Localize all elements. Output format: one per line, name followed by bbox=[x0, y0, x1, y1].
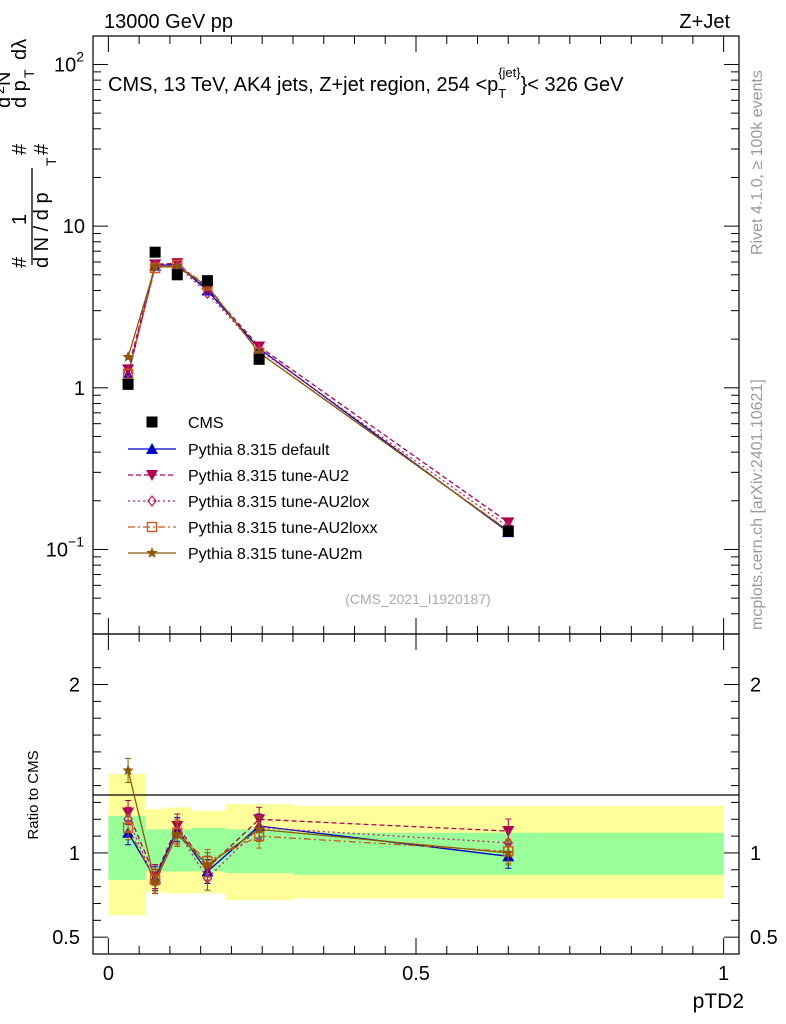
main-y-tick-label-1: 1 bbox=[74, 378, 85, 400]
svg-text:#: # bbox=[9, 256, 31, 268]
main-title: CMS, 13 TeV, AK4 jets, Z+jet region, 254… bbox=[108, 65, 624, 101]
legend-label-4: Pythia 8.315 tune-AU2m bbox=[188, 546, 362, 563]
main-curves bbox=[127, 262, 509, 533]
y-axis-label-main: # 1 d N / d p T # # d p T dλ d 2 N bbox=[0, 39, 59, 268]
series-1-point-5 bbox=[502, 517, 515, 529]
main-y-tick-label-100: 102 bbox=[54, 48, 84, 76]
data-point-4 bbox=[253, 353, 265, 365]
main-markers bbox=[122, 246, 515, 538]
series-4-point-2 bbox=[171, 260, 183, 272]
main-ticks: 10−1 1 10 102 bbox=[46, 36, 739, 635]
x-tick-label-0: 0 bbox=[103, 963, 114, 985]
title-tail: }< 326 GeV bbox=[521, 74, 625, 96]
ratio-y-tick-label-left-0: 0.5 bbox=[52, 927, 80, 949]
ratio-point-4-3 bbox=[201, 858, 214, 870]
ratio-point-3-0 bbox=[122, 822, 134, 833]
data-point-5 bbox=[502, 525, 514, 537]
ratio-y-tick-label-left-1: 1 bbox=[69, 843, 80, 865]
x-axis-label: pTD2 bbox=[693, 990, 744, 1013]
ratio-frame bbox=[92, 633, 740, 955]
title-sup: {jet} bbox=[498, 65, 521, 80]
ratio-point-4-1 bbox=[149, 875, 161, 887]
ratio-ticks: 0.5 0.5 1 1 2 2 0 0.5 1 bbox=[52, 634, 778, 985]
ratio-point-4-0 bbox=[122, 764, 134, 776]
x-tick-label-2: 1 bbox=[718, 963, 729, 985]
series-4-point-1 bbox=[149, 260, 161, 272]
ratio-band-inner-0 bbox=[108, 815, 146, 880]
svg-text:d p: d p bbox=[9, 80, 31, 108]
header-right: Z+Jet bbox=[679, 11, 730, 33]
ratio-curves bbox=[122, 757, 515, 895]
legend-label-3: Pythia 8.315 tune-AU2loxx bbox=[188, 520, 377, 537]
svg-text:T: T bbox=[43, 157, 59, 166]
title-main: CMS, 13 TeV, AK4 jets, Z+jet region, 254… bbox=[108, 74, 498, 96]
data-point-0 bbox=[122, 378, 134, 390]
ratio-point-4-4 bbox=[253, 823, 265, 835]
data-point-1 bbox=[149, 246, 161, 258]
side-label-rivet: Rivet 4.1.0, ≥ 100k events bbox=[749, 70, 766, 255]
series-3-point-0 bbox=[122, 368, 134, 380]
main-y-tick-label-0.1: 10−1 bbox=[46, 533, 84, 561]
ratio-y-tick-label-right-1: 1 bbox=[750, 843, 761, 865]
svg-text:#: # bbox=[31, 143, 53, 155]
svg-text:N: N bbox=[0, 72, 15, 86]
ratio-y-tick-label-right-2: 2 bbox=[750, 675, 761, 697]
ratio-line-3 bbox=[127, 827, 509, 882]
side-label-mcplots: mcplots.cern.ch [arXiv:2401.10621] bbox=[749, 379, 766, 630]
main-plot: 10−1 1 10 102 CMS, 13 TeV, AK4 jets, Z+jet … bbox=[46, 35, 740, 635]
legend-marker-4 bbox=[146, 547, 158, 558]
watermark: (CMS_2021_I1920187) bbox=[345, 591, 491, 607]
ratio-point-4-5 bbox=[502, 846, 514, 858]
ratio-plot: 0.5 0.5 1 1 2 2 0 0.5 1 Ratio to CMS bbox=[25, 633, 778, 985]
series-line-0 bbox=[127, 263, 509, 533]
legend-marker-cms bbox=[146, 416, 158, 428]
svg-text:d N / d p: d N / d p bbox=[31, 192, 53, 268]
legend-marker-0 bbox=[146, 443, 158, 454]
ratio-line-4 bbox=[127, 770, 509, 884]
ratio-ylabel: Ratio to CMS bbox=[25, 750, 42, 839]
main-y-tick-label-10: 10 bbox=[63, 216, 85, 238]
series-4-point-4 bbox=[253, 346, 265, 358]
header-left: 13000 GeV pp bbox=[104, 11, 233, 33]
ratio-y-tick-label-left-2: 2 bbox=[69, 675, 80, 697]
legend-label-2: Pythia 8.315 tune-AU2lox bbox=[188, 494, 369, 511]
legend-label-cms: CMS bbox=[188, 415, 224, 432]
legend: CMS Pythia 8.315 default Pythia 8.315 tune… bbox=[128, 415, 377, 563]
series-2-point-3 bbox=[202, 287, 213, 300]
x-tick-label-1: 0.5 bbox=[402, 963, 430, 985]
series-line-2 bbox=[127, 264, 509, 528]
svg-text:2: 2 bbox=[0, 86, 7, 94]
svg-text:d: d bbox=[0, 97, 15, 108]
main-frame bbox=[92, 35, 740, 635]
ratio-point-4-2 bbox=[171, 828, 183, 840]
ratio-y-tick-label-right-0: 0.5 bbox=[750, 927, 778, 949]
data-point-3 bbox=[201, 275, 213, 287]
title-sub: T bbox=[498, 86, 506, 101]
legend-marker-2 bbox=[147, 494, 157, 508]
legend-label-0: Pythia 8.315 default bbox=[188, 442, 330, 459]
legend-label-1: Pythia 8.315 tune-AU2 bbox=[188, 468, 349, 485]
data-point-2 bbox=[171, 269, 183, 281]
legend-marker-1 bbox=[146, 470, 158, 481]
svg-text:#: # bbox=[9, 143, 31, 155]
svg-text:dλ: dλ bbox=[9, 39, 31, 60]
series-2-point-0 bbox=[123, 366, 133, 379]
series-line-4 bbox=[127, 266, 509, 532]
series-4-point-0 bbox=[122, 351, 134, 362]
svg-text:1: 1 bbox=[9, 214, 31, 225]
legend-marker-3 bbox=[146, 521, 158, 533]
ratio-line-1 bbox=[127, 812, 509, 879]
svg-text:T: T bbox=[21, 69, 37, 78]
svg-text:CMS, 13 TeV, AK4 jets, Z+jet r: CMS, 13 TeV, AK4 jets, Z+jet region, 254… bbox=[108, 65, 624, 101]
